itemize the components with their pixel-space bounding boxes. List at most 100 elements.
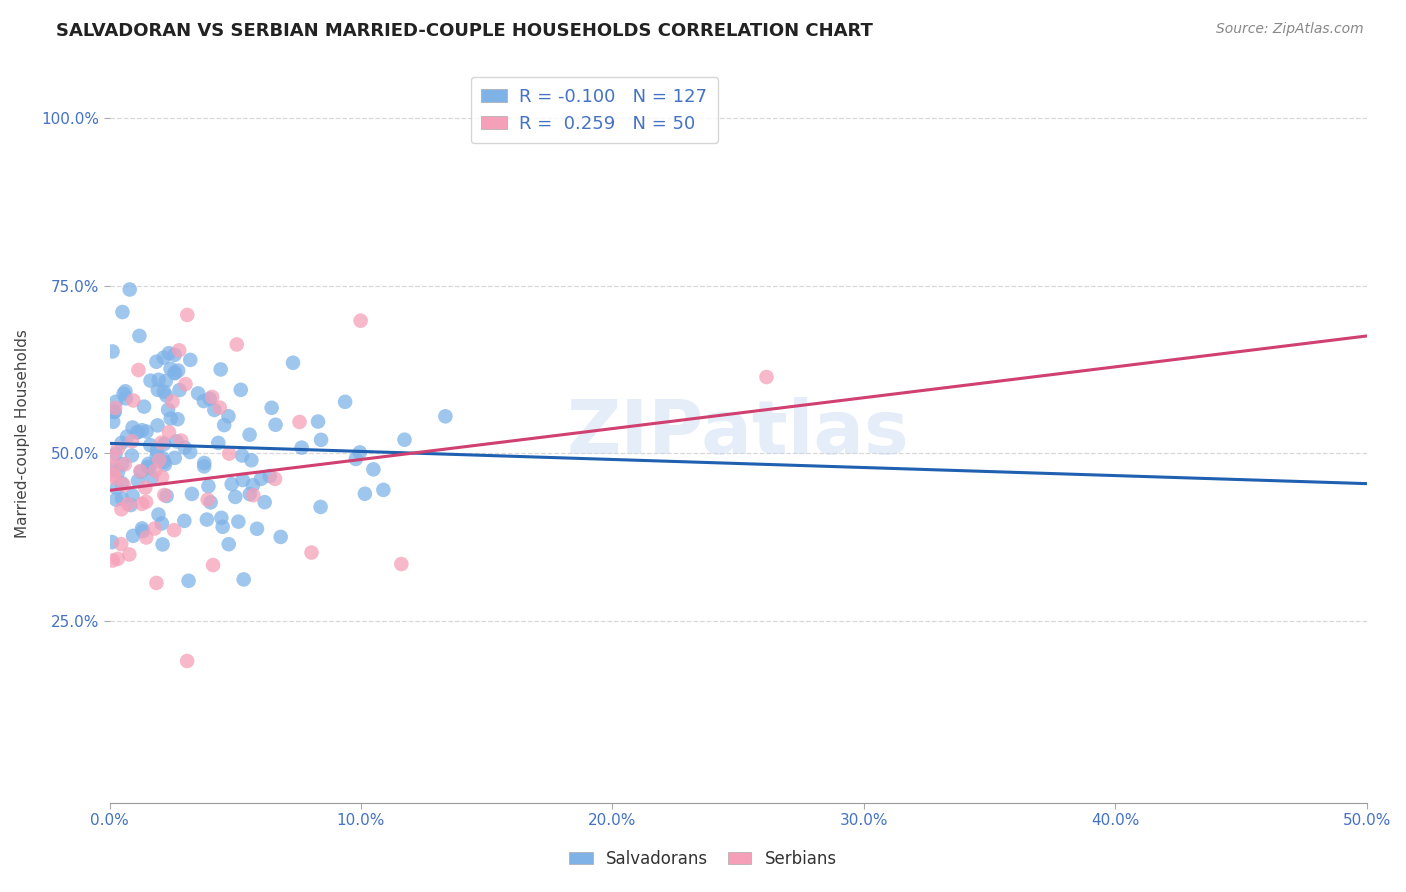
Point (103, 405, 125, 419)
Point (198, 392, 221, 406)
Point (150, 516, 173, 531)
Point (167, 343, 190, 358)
Point (152, 351, 174, 365)
Point (103, 467, 125, 482)
Point (250, 472, 273, 486)
Point (103, 459, 125, 474)
Point (389, 557, 412, 571)
Point (209, 362, 232, 376)
Point (232, 573, 254, 587)
Point (129, 464, 152, 478)
Point (242, 488, 264, 502)
Point (104, 447, 127, 461)
Point (232, 473, 254, 487)
Point (121, 489, 143, 503)
Point (195, 512, 218, 526)
Point (169, 383, 191, 397)
Point (153, 488, 176, 502)
Point (162, 394, 184, 409)
Point (111, 491, 134, 506)
Point (218, 447, 240, 461)
Point (177, 574, 200, 588)
Legend: R = -0.100   N = 127, R =  0.259   N = 50: R = -0.100 N = 127, R = 0.259 N = 50 (471, 77, 718, 144)
Point (163, 523, 186, 537)
Point (111, 476, 134, 491)
Point (135, 425, 157, 439)
Point (167, 363, 190, 377)
Point (138, 457, 160, 471)
Point (135, 531, 157, 545)
Point (373, 483, 395, 497)
Point (179, 445, 201, 459)
Point (197, 492, 219, 507)
Point (153, 437, 176, 451)
Point (264, 472, 287, 486)
Point (139, 438, 162, 452)
Point (128, 329, 150, 343)
Point (179, 352, 201, 367)
Point (104, 471, 127, 485)
Point (217, 409, 239, 424)
Point (157, 402, 180, 417)
Point (180, 487, 202, 501)
Point (131, 521, 153, 535)
Point (152, 537, 174, 551)
Point (228, 515, 250, 529)
Point (131, 423, 153, 437)
Point (145, 576, 167, 591)
Point (755, 370, 778, 384)
Point (153, 384, 176, 399)
Point (202, 403, 225, 417)
Text: Source: ZipAtlas.com: Source: ZipAtlas.com (1216, 22, 1364, 37)
Point (163, 450, 186, 465)
Point (136, 459, 159, 474)
Point (197, 479, 219, 493)
Point (157, 425, 180, 440)
Point (349, 314, 371, 328)
Point (129, 465, 152, 479)
Point (363, 462, 385, 476)
Point (193, 459, 215, 474)
Point (101, 463, 124, 477)
Point (333, 395, 356, 409)
Point (122, 529, 145, 543)
Point (101, 553, 124, 567)
Point (111, 305, 134, 319)
Point (107, 442, 129, 456)
Point (193, 394, 215, 409)
Point (101, 344, 124, 359)
Point (156, 489, 179, 503)
Point (103, 405, 125, 419)
Point (170, 434, 193, 448)
Point (149, 454, 172, 468)
Point (122, 393, 145, 408)
Point (101, 535, 124, 549)
Point (114, 457, 136, 471)
Point (163, 366, 186, 380)
Point (394, 433, 416, 447)
Point (145, 355, 167, 369)
Point (212, 418, 235, 433)
Point (163, 366, 186, 380)
Point (107, 465, 129, 479)
Point (309, 500, 332, 514)
Point (101, 449, 124, 463)
Point (246, 522, 269, 536)
Point (309, 433, 332, 447)
Point (105, 481, 128, 495)
Point (239, 487, 262, 501)
Point (118, 548, 141, 562)
Point (354, 487, 377, 501)
Y-axis label: Married-couple Households: Married-couple Households (15, 329, 30, 538)
Point (211, 520, 233, 534)
Point (148, 508, 170, 522)
Point (187, 386, 209, 401)
Point (159, 362, 181, 376)
Point (349, 445, 371, 459)
Point (143, 522, 166, 536)
Point (153, 458, 176, 472)
Point (127, 474, 149, 488)
Point (145, 443, 167, 458)
Text: SALVADORAN VS SERBIAN MARRIED-COUPLE HOUSEHOLDS CORRELATION CHART: SALVADORAN VS SERBIAN MARRIED-COUPLE HOU… (56, 22, 873, 40)
Point (242, 478, 264, 492)
